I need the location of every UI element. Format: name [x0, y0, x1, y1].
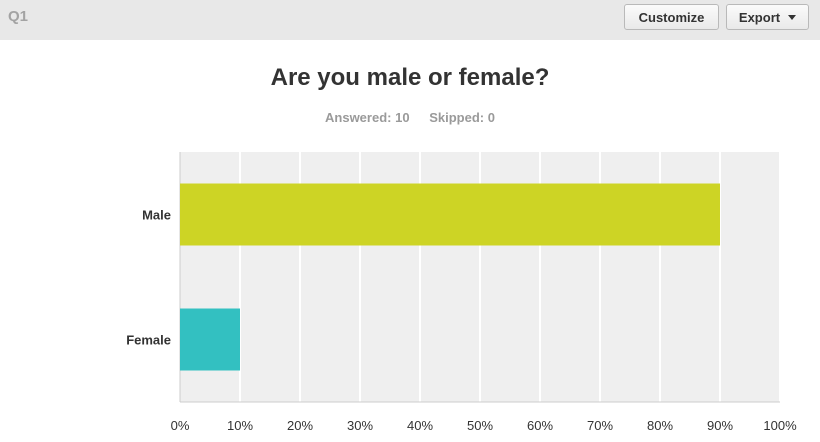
category-label: Male: [142, 208, 171, 223]
x-tick-label: 60%: [527, 418, 553, 433]
x-tick-label: 50%: [467, 418, 493, 433]
answered-stat: Answered: 10: [325, 110, 413, 125]
x-tick-label: 70%: [587, 418, 613, 433]
x-tick-label: 0%: [171, 418, 190, 433]
x-tick-label: 30%: [347, 418, 373, 433]
bar-male: [180, 183, 720, 246]
x-tick-label: 80%: [647, 418, 673, 433]
customize-button[interactable]: Customize: [624, 4, 719, 30]
x-tick-label: 10%: [227, 418, 253, 433]
answered-value: 10: [395, 110, 410, 125]
category-label: Female: [126, 333, 171, 348]
export-button-label: Export: [738, 9, 781, 25]
chevron-down-icon: [788, 14, 797, 20]
response-summary: Answered: 10 Skipped: 0: [0, 110, 820, 125]
customize-button-label: Customize: [638, 9, 705, 25]
question-number-label: Q1: [8, 8, 29, 25]
question-header-bar: Q1 Customize Export: [0, 0, 820, 40]
x-tick-label: 40%: [407, 418, 433, 433]
chart-title: Are you male or female?: [270, 64, 550, 91]
x-tick-label: 90%: [707, 418, 733, 433]
bar-female: [180, 308, 240, 371]
skipped-stat: Skipped: 0: [429, 110, 495, 125]
x-tick-label: 20%: [287, 418, 313, 433]
answered-label: Answered:: [325, 110, 392, 125]
skipped-value: 0: [487, 110, 495, 125]
export-button[interactable]: Export: [726, 4, 809, 30]
skipped-label: Skipped:: [429, 110, 485, 125]
x-tick-label: 100%: [763, 418, 797, 433]
